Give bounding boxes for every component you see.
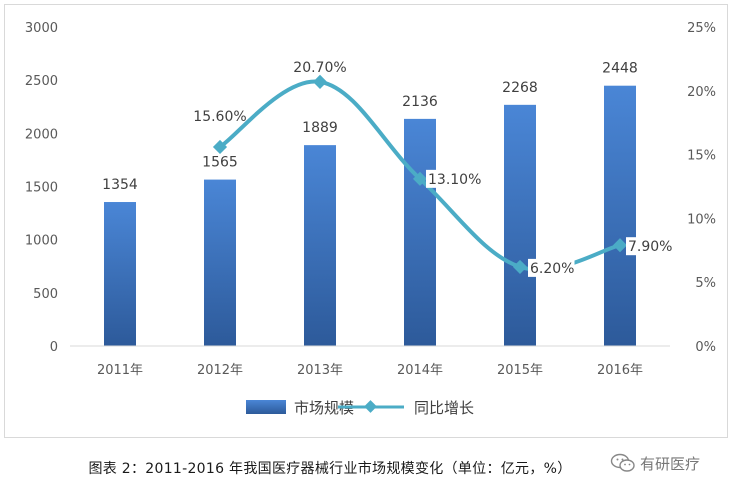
bar	[304, 145, 336, 346]
bar	[104, 202, 136, 346]
bar-value-label: 2448	[602, 61, 638, 77]
bar-value-label: 2136	[402, 94, 438, 110]
y-axis-right: 0% 5% 10% 15% 20% 25%	[687, 21, 716, 355]
bar	[604, 85, 636, 347]
growth-value-label: 7.90%	[628, 239, 672, 255]
bar	[404, 118, 436, 346]
x-tick-label: 2016年	[597, 363, 643, 378]
legend-bar-label: 市场规模	[294, 399, 354, 417]
y2-tick-label: 5%	[695, 276, 716, 291]
legend: 市场规模 同比增长	[246, 399, 474, 417]
growth-point	[212, 139, 228, 155]
growth-value-label: 15.60%	[193, 109, 246, 125]
x-axis: 2011年 2012年 2013年 2014年 2015年 2016年	[70, 345, 670, 378]
x-tick-label: 2012年	[197, 363, 243, 378]
growth-value-label: 20.70%	[293, 60, 346, 76]
bar-value-label: 1565	[202, 155, 238, 171]
x-tick-label: 2015年	[497, 363, 543, 378]
chart-frame	[4, 4, 728, 438]
y2-tick-label: 25%	[687, 21, 716, 36]
growth-value-label: 6.20%	[530, 261, 574, 277]
y2-tick-label: 10%	[687, 212, 716, 227]
wechat-icon	[610, 453, 635, 472]
label-background	[426, 169, 481, 188]
y-tick-label: 1500	[25, 181, 58, 196]
y-tick-label: 3000	[25, 21, 58, 36]
growth-point	[412, 171, 428, 186]
label-background	[528, 258, 575, 277]
y-tick-label: 500	[33, 287, 58, 302]
y2-tick-label: 20%	[687, 85, 716, 100]
y-tick-label: 0	[50, 340, 58, 355]
line-labels: 15.60% 20.70% 13.10% 6.20% 7.90%	[193, 60, 673, 277]
growth-value-label: 13.10%	[428, 172, 481, 188]
legend-line-label: 同比增长	[414, 399, 474, 417]
y-axis-left: 0 500 1000 1500 2000 2500 3000	[25, 21, 58, 355]
y2-tick-label: 15%	[687, 149, 716, 164]
bar	[504, 104, 536, 346]
chart: 0 500 1000 1500 2000 2500 3000 0% 5% 10% 15% 20% 25…	[25, 21, 716, 417]
x-tick-label: 2013年	[297, 363, 343, 378]
bar-labels: 1354 1565 1889 2136 2268 2448	[102, 61, 638, 193]
legend-line-marker	[364, 400, 377, 413]
growth-point	[512, 259, 528, 274]
x-tick-label: 2014年	[397, 363, 443, 378]
y-tick-label: 2500	[25, 74, 58, 89]
y-tick-label: 1000	[25, 234, 58, 249]
watermark: 有研医疗	[610, 452, 700, 474]
bar-value-label: 1354	[102, 177, 138, 193]
growth-point	[612, 238, 628, 253]
growth-point	[312, 74, 328, 89]
y2-tick-label: 0%	[695, 340, 716, 355]
legend-bar-swatch	[246, 400, 286, 414]
y-tick-label: 2000	[25, 127, 58, 142]
bars	[104, 85, 636, 347]
bar-value-label: 2268	[502, 80, 538, 96]
figure-caption: 图表 2：2011-2016 年我国医疗器械行业市场规模变化（单位：亿元，%）	[88, 461, 572, 477]
label-background	[626, 237, 673, 256]
bar	[204, 179, 236, 346]
bar-value-label: 1889	[302, 120, 338, 136]
x-tick-label: 2011年	[97, 363, 143, 378]
watermark-text: 有研医疗	[640, 454, 701, 473]
